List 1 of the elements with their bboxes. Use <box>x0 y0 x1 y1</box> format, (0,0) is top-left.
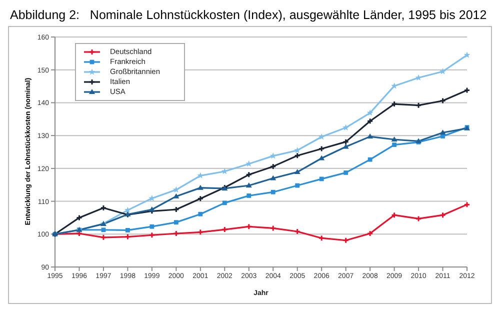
chart-title: Abbildung 2: Nominale Lohnstückkosten (Index), ausgewählte Länder, 1995 bis 2012 <box>10 8 488 22</box>
